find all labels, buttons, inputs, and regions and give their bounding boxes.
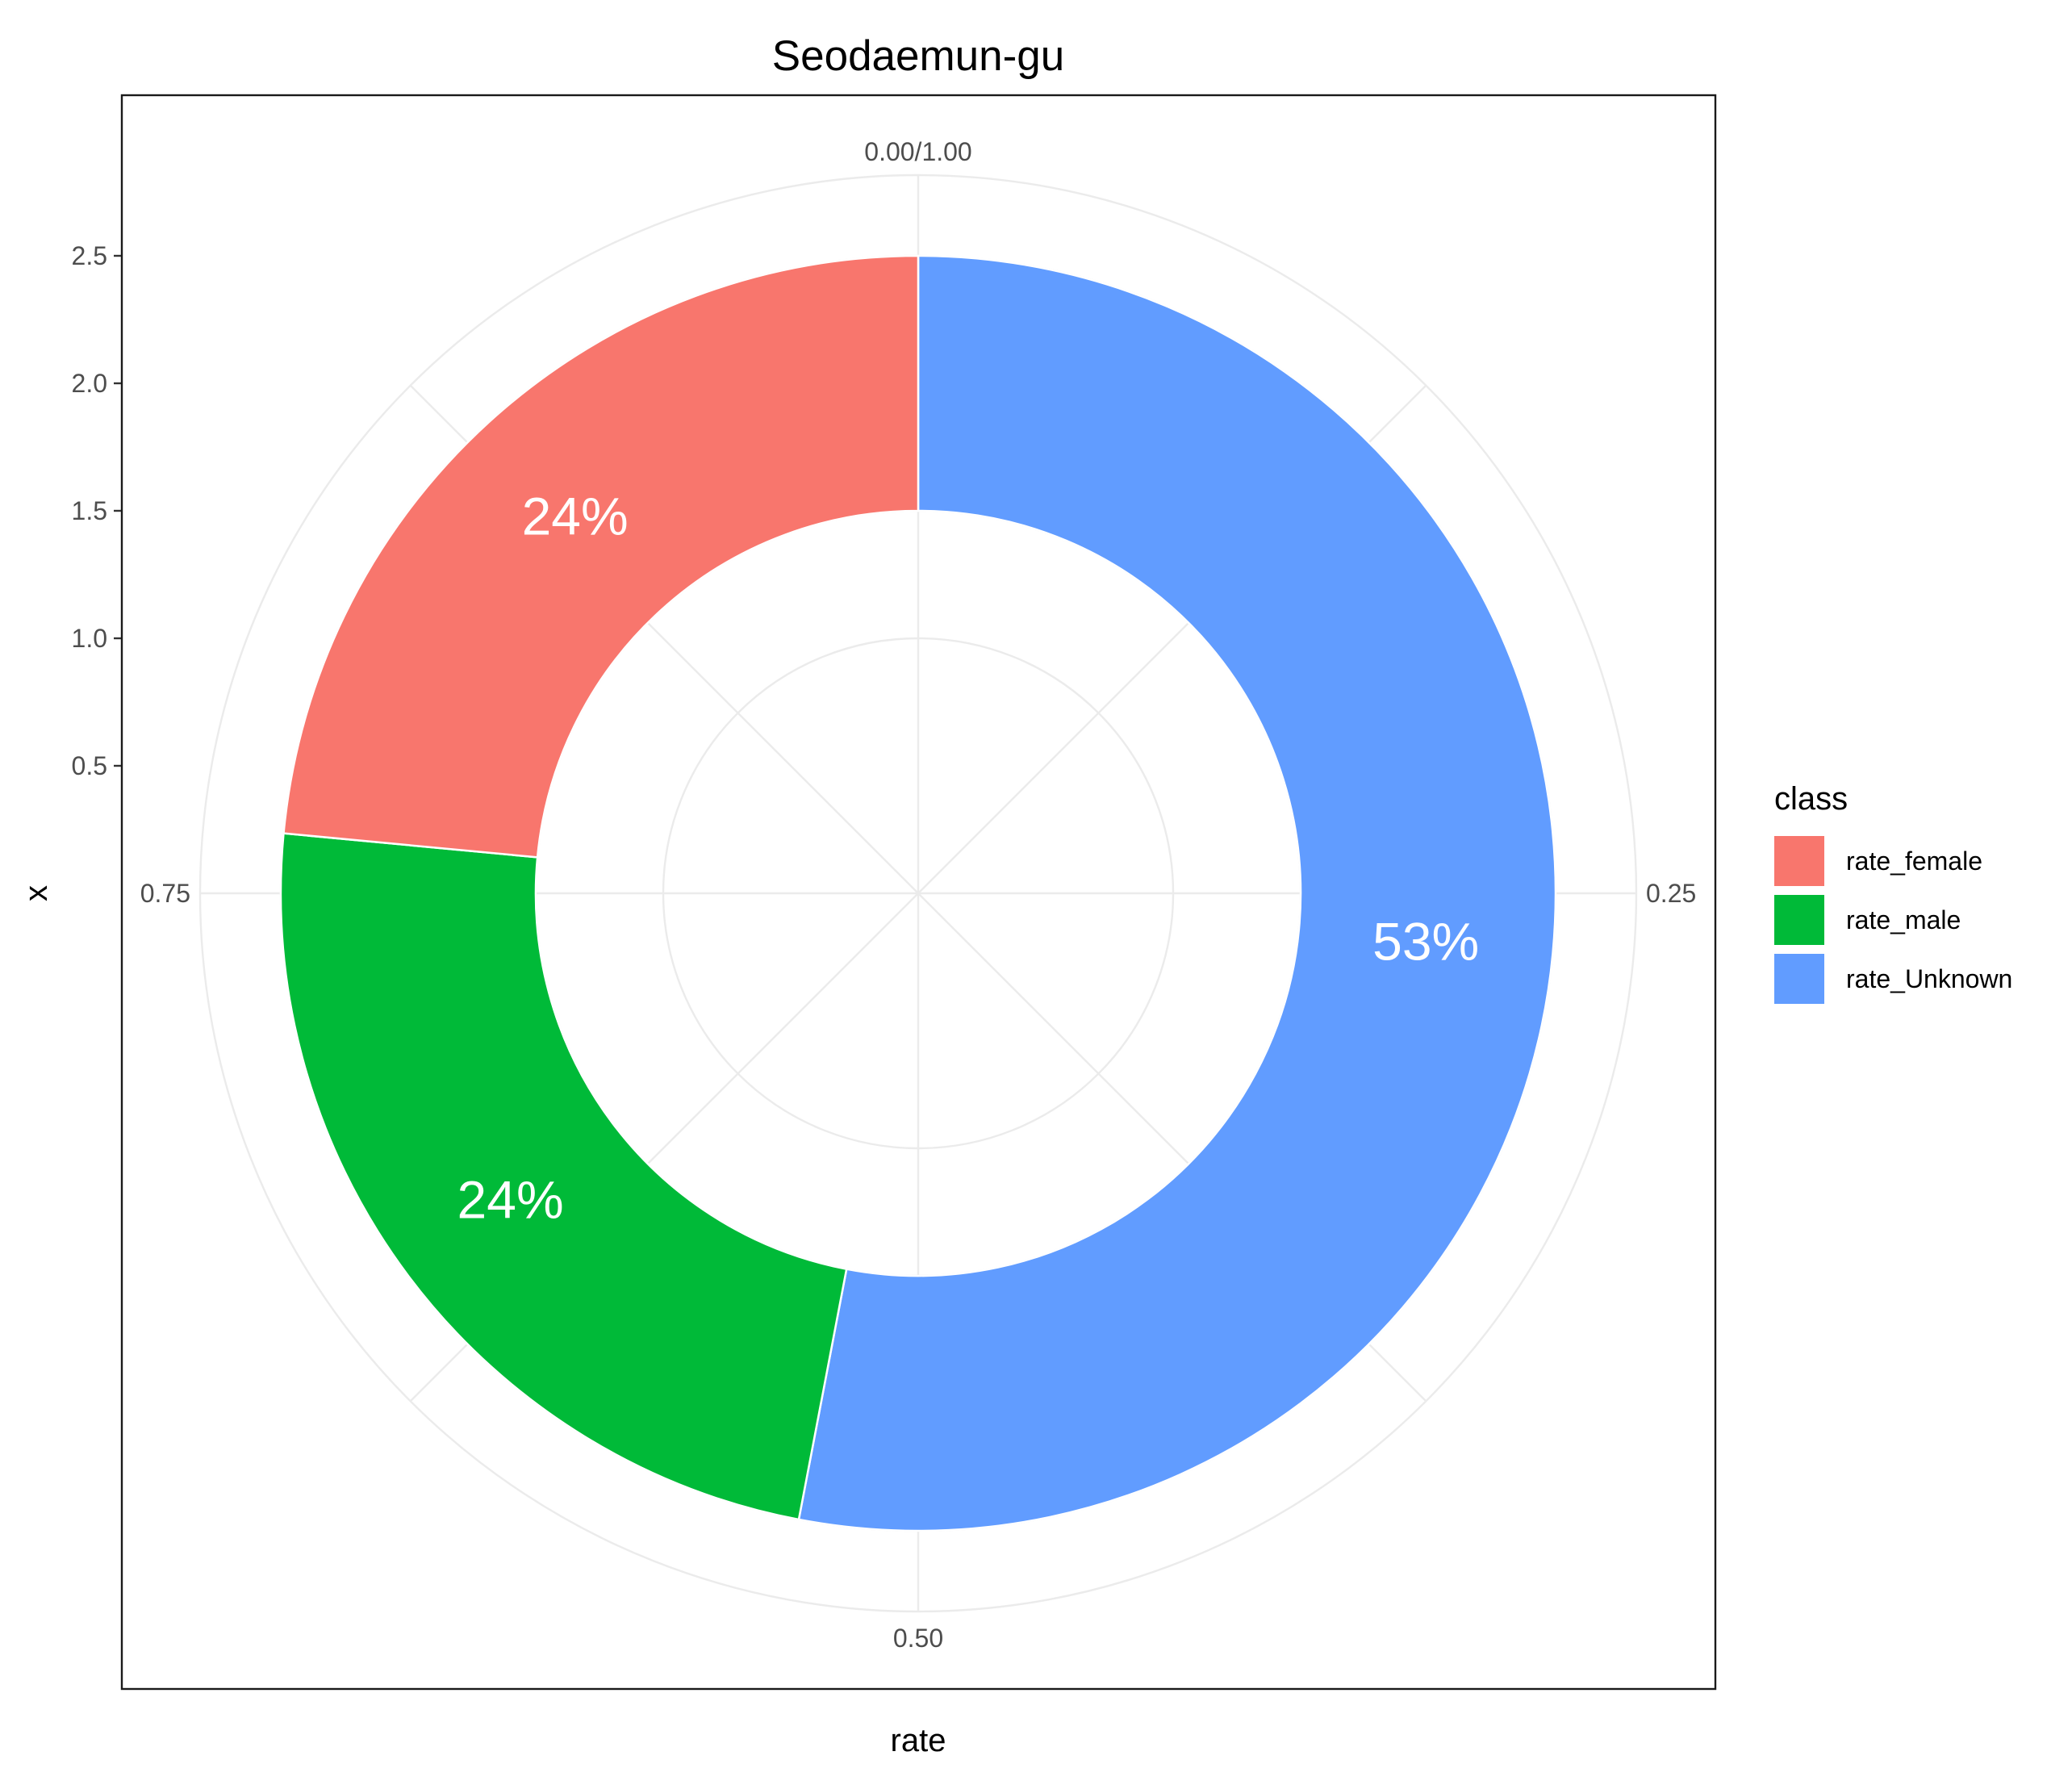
angle-tick-label: 0.00/1.00 [864, 137, 971, 166]
angle-tick-label: 0.25 [1646, 879, 1696, 908]
donut-slices [279, 254, 1557, 1532]
radial-tick-label: 1.0 [72, 624, 107, 653]
chart-title: Seodaemun-gu [772, 32, 1064, 80]
radial-tick-label: 1.5 [72, 496, 107, 525]
legend-items: rate_female rate_male rate_Unknown [1774, 836, 2012, 1004]
legend-key-rate_Unknown [1774, 954, 1824, 1004]
legend: class rate_female rate_male rate_Unknown [1774, 781, 2012, 1004]
plot-panel-border [120, 94, 1717, 1691]
slice-rate_Unknown [797, 254, 1557, 1532]
radial-tick-labels: 0.5 1.0 1.5 2.0 2.5 [72, 241, 122, 780]
angle-tick-label: 0.50 [893, 1624, 943, 1653]
legend-label-rate_male: rate_male [1846, 905, 1961, 934]
slice-label-rate_male: 24% [457, 1169, 564, 1229]
angle-tick-labels: 0.00/1.00 0.25 0.50 0.75 [140, 137, 1697, 1653]
legend-key-rate_female [1774, 836, 1824, 886]
y-axis-title: x [19, 885, 54, 901]
radial-tick-label: 2.5 [72, 241, 107, 270]
angle-tick-label: 0.75 [140, 879, 190, 908]
slice-rate_female [282, 254, 920, 859]
slice-rate_male [279, 832, 848, 1521]
legend-key-rate_male [1774, 895, 1824, 945]
slice-labels: 53% 24% 24% [457, 487, 1480, 1230]
x-axis-title: rate [891, 1723, 946, 1758]
slice-label-rate_Unknown: 53% [1372, 911, 1479, 971]
legend-label-rate_Unknown: rate_Unknown [1846, 964, 2012, 993]
legend-label-rate_female: rate_female [1846, 847, 1982, 876]
slice-label-rate_female: 24% [522, 487, 629, 546]
radial-tick-label: 2.0 [72, 369, 107, 398]
radial-tick-label: 0.5 [72, 751, 107, 780]
legend-title: class [1774, 781, 1848, 817]
